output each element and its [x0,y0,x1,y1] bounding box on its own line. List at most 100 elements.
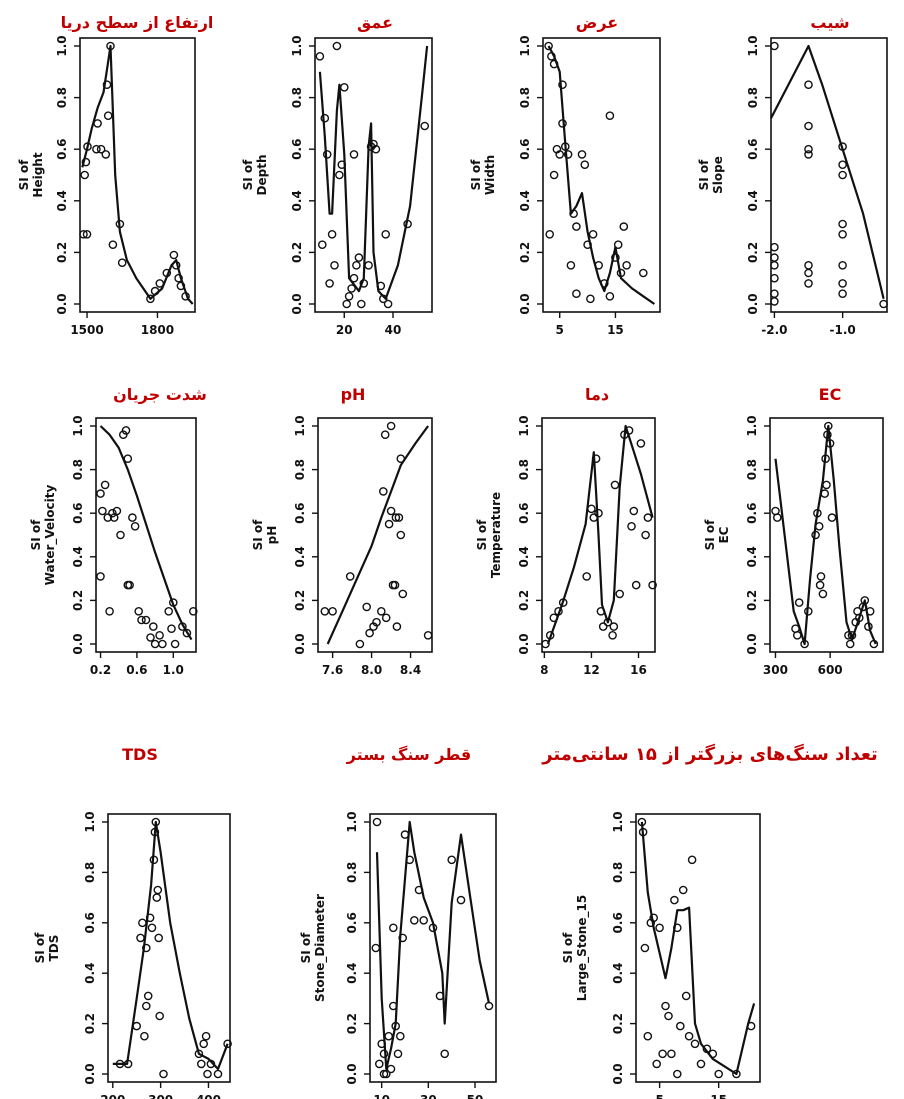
y-axis-label-line2: Width [483,155,497,195]
x-tick-label: 400 [196,1093,221,1099]
data-point [544,41,553,51]
y-axis-label-line1: SI of [475,519,489,551]
data-point [377,1039,387,1049]
data-point [386,506,396,516]
data-point [827,513,837,522]
data-point [572,289,581,299]
y-tick-label: 0.2 [518,242,532,263]
data-point [383,299,393,309]
data-point [137,615,146,625]
data-point [354,253,364,262]
y-tick-label: 0.6 [746,139,760,160]
data-point [561,142,570,151]
y-tick-label: 0.4 [290,190,304,211]
data-point [794,598,804,607]
data-point [637,817,647,827]
data-point [549,613,559,623]
data-point [93,119,102,128]
y-tick-label: 0.8 [293,459,307,480]
y-axis-label-line2: Large_Stone_15 [575,895,590,1001]
data-point [155,631,164,640]
data-point [170,639,180,649]
data-point [400,830,410,839]
chart-title: عرض [576,13,618,32]
data-point [594,508,603,518]
data-point [838,289,847,299]
y-axis-label-line1: SI of [33,932,47,964]
y-tick-label: 1.0 [55,35,69,56]
data-point [223,1039,232,1049]
data-point [824,421,833,431]
data-point [171,260,181,270]
data-point [804,260,813,270]
data-point [820,489,830,498]
data-point [746,1021,756,1031]
data-point [96,572,105,581]
data-point [708,1049,718,1059]
data-point [558,80,567,89]
data-point [394,513,404,522]
data-point [388,923,398,933]
data-point [347,284,356,293]
data-point [141,615,151,625]
data-point [384,1031,394,1041]
data-point [106,41,115,51]
data-point [816,572,826,581]
data-point [147,923,157,933]
data-point [136,933,145,943]
y-tick-label: 0.6 [83,912,97,933]
plot-frame [107,813,231,1083]
y-tick-label: 0.8 [345,862,359,883]
data-point [696,1059,706,1069]
data-point [167,624,176,634]
data-point [141,943,151,953]
data-point [116,530,125,540]
data-point [627,522,636,531]
y-tick-label: 0.4 [71,546,85,567]
data-point [146,294,155,304]
data-point [335,170,344,180]
y-axis-label-line2: Slope [711,156,725,194]
data-point [121,426,131,435]
data-point [661,1001,670,1011]
data-point [844,631,853,640]
data-point [639,268,648,278]
si-curve [99,425,193,641]
chart-title: قطر سنگ بستر [346,745,472,764]
y-tick-label: 0.6 [345,912,359,933]
data-point [549,59,559,69]
x-tick-label: 1800 [141,323,174,337]
x-tick-label: 15 [710,1093,727,1099]
y-axis-label-line1: SI of [697,159,711,191]
x-tick-label: 10 [373,1093,390,1099]
data-point [428,923,438,933]
data-point [577,150,587,159]
data-point [687,855,697,865]
data-point [372,817,382,827]
x-tick-label: 20 [336,323,353,337]
data-point [649,913,659,923]
si-curve [326,425,429,645]
data-point [588,229,598,239]
data-point [188,607,198,616]
y-tick-label: 0.4 [611,963,625,984]
x-tick-label: 12 [583,663,600,677]
chart-title: ارتفاع از سطح دریا [61,13,214,32]
data-point [327,229,337,239]
data-point [409,916,419,925]
data-point [403,219,412,229]
y-tick-label: 1.0 [293,415,307,436]
y-tick-label: 0.8 [746,87,760,108]
data-point [153,885,163,895]
data-point [364,260,373,270]
data-point [337,160,347,169]
data-point [150,286,160,296]
data-point [456,895,466,905]
x-tick-label: 0.6 [126,663,147,677]
x-tick-label: -2.0 [761,323,787,337]
y-tick-label: 0.4 [517,546,531,567]
data-point [598,622,608,631]
data-point [359,279,369,288]
data-point [813,508,822,518]
